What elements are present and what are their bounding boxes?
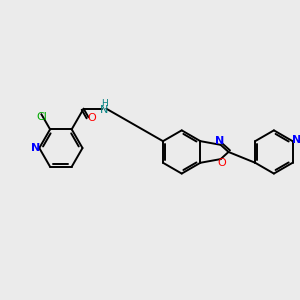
Text: H: H [101,99,108,108]
Text: N: N [292,135,300,145]
Text: N: N [31,143,40,153]
Text: O: O [217,158,226,168]
Text: O: O [87,113,96,123]
Text: N: N [215,136,224,146]
Text: N: N [100,105,109,115]
Text: Cl: Cl [36,112,47,122]
